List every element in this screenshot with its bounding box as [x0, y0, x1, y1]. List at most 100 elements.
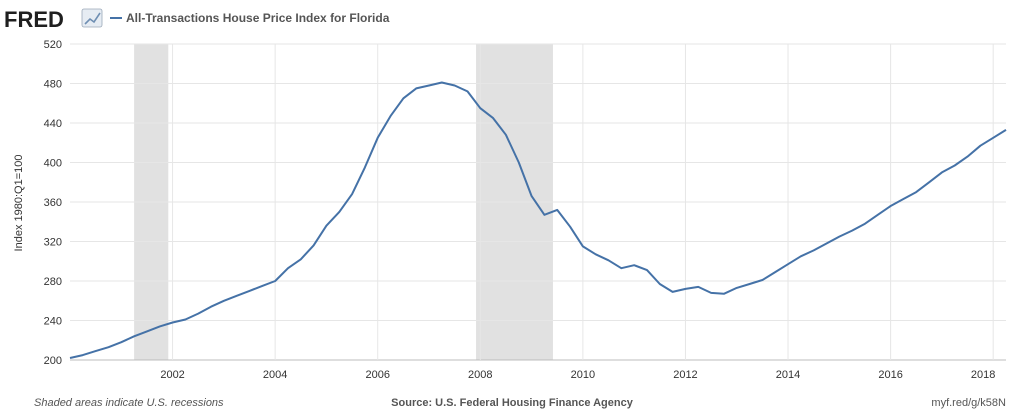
data-point[interactable] — [949, 159, 961, 171]
y-axis-label: Index 1980:Q1=100 — [13, 155, 25, 252]
data-point[interactable] — [603, 254, 615, 266]
x-tick-label: 2008 — [468, 369, 492, 381]
footer: Shaded areas indicate U.S. recessions So… — [34, 397, 1006, 409]
data-point[interactable] — [487, 112, 499, 124]
x-tick-label: 2002 — [160, 369, 184, 381]
data-point[interactable] — [192, 308, 204, 320]
data-point[interactable] — [461, 85, 473, 97]
data-point[interactable] — [692, 281, 704, 293]
data-point[interactable] — [295, 253, 307, 265]
data-point[interactable] — [923, 176, 935, 188]
data-point[interactable] — [115, 336, 127, 348]
header: FRED All-Transactions House Price Index … — [4, 7, 390, 32]
data-point[interactable] — [90, 345, 102, 357]
data-point[interactable] — [218, 295, 230, 307]
data-point[interactable] — [833, 231, 845, 243]
y-axis: 200 240 280 320 360 400 440 480 520 — [44, 39, 62, 367]
data-point[interactable] — [679, 283, 691, 295]
source-text: Source: U.S. Federal Housing Finance Age… — [391, 397, 634, 409]
y-tick-label: 320 — [44, 237, 62, 249]
data-point[interactable] — [397, 92, 409, 104]
data-point[interactable] — [423, 79, 435, 91]
data-point[interactable] — [244, 285, 256, 297]
data-point[interactable] — [641, 264, 653, 276]
series-layer — [64, 77, 1012, 364]
data-point[interactable] — [859, 218, 871, 230]
x-tick-label: 2018 — [971, 369, 995, 381]
plot-area: 200 240 280 320 360 400 440 480 520 2002 2004 2006… — [44, 39, 1012, 381]
series-line-0[interactable] — [69, 81, 1007, 359]
data-point[interactable] — [128, 330, 140, 342]
fred-logo-icon — [81, 8, 103, 28]
x-tick-label: 2004 — [263, 369, 287, 381]
x-axis: 2002 2004 2006 2008 2010 2012 2014 2016 2018 — [160, 369, 995, 381]
data-point[interactable] — [526, 190, 538, 202]
data-point[interactable] — [820, 237, 832, 249]
data-point[interactable] — [615, 262, 627, 274]
data-point[interactable] — [179, 314, 191, 326]
data-point[interactable] — [731, 282, 743, 294]
data-point[interactable] — [474, 102, 486, 114]
legend-label[interactable]: All-Transactions House Price Index for F… — [126, 11, 390, 25]
data-point[interactable] — [872, 209, 884, 221]
data-point[interactable] — [987, 132, 999, 144]
data-point[interactable] — [269, 275, 281, 287]
data-point[interactable] — [667, 286, 679, 298]
data-point[interactable] — [372, 132, 384, 144]
data-point[interactable] — [154, 320, 166, 332]
data-point[interactable] — [346, 188, 358, 200]
data-point[interactable] — [436, 77, 448, 89]
data-point[interactable] — [577, 240, 589, 252]
data-point[interactable] — [449, 79, 461, 91]
data-point[interactable] — [974, 140, 986, 152]
data-point[interactable] — [359, 161, 371, 173]
data-point[interactable] — [628, 259, 640, 271]
data-point[interactable] — [744, 278, 756, 290]
data-point[interactable] — [500, 129, 512, 141]
data-point[interactable] — [102, 341, 114, 353]
data-point[interactable] — [846, 225, 858, 237]
x-tick-label: 2006 — [365, 369, 389, 381]
y-tick-label: 520 — [44, 39, 62, 51]
data-point[interactable] — [962, 151, 974, 163]
data-point[interactable] — [513, 157, 525, 169]
data-point[interactable] — [385, 110, 397, 122]
data-point[interactable] — [538, 209, 550, 221]
data-point[interactable] — [885, 200, 897, 212]
data-point[interactable] — [756, 274, 768, 286]
data-point[interactable] — [564, 221, 576, 233]
data-point[interactable] — [705, 287, 717, 299]
data-point[interactable] — [808, 244, 820, 256]
data-point[interactable] — [64, 352, 76, 364]
data-point[interactable] — [718, 288, 730, 300]
data-point[interactable] — [910, 186, 922, 198]
data-point[interactable] — [654, 278, 666, 290]
data-point[interactable] — [141, 325, 153, 337]
y-tick-label: 480 — [44, 79, 62, 91]
data-point[interactable] — [282, 262, 294, 274]
x-tick-label: 2010 — [571, 369, 595, 381]
y-tick-label: 240 — [44, 316, 62, 328]
data-point[interactable] — [333, 206, 345, 218]
gridlines — [70, 43, 1006, 361]
data-point[interactable] — [320, 220, 332, 232]
data-point[interactable] — [551, 204, 563, 216]
data-point[interactable] — [205, 301, 217, 313]
data-point[interactable] — [782, 258, 794, 270]
data-point[interactable] — [231, 290, 243, 302]
data-point[interactable] — [256, 280, 268, 292]
short-link[interactable]: myf.red/g/k58N — [931, 397, 1006, 409]
data-point[interactable] — [308, 239, 320, 251]
data-point[interactable] — [590, 248, 602, 260]
data-point[interactable] — [77, 349, 89, 361]
fred-logo[interactable]: FRED — [4, 7, 64, 32]
data-point[interactable] — [410, 82, 422, 94]
data-point[interactable] — [1000, 124, 1012, 136]
data-point[interactable] — [936, 166, 948, 178]
data-point[interactable] — [769, 266, 781, 278]
y-tick-label: 280 — [44, 276, 62, 288]
data-point[interactable] — [795, 250, 807, 262]
data-point[interactable] — [897, 193, 909, 205]
data-point[interactable] — [167, 316, 179, 328]
